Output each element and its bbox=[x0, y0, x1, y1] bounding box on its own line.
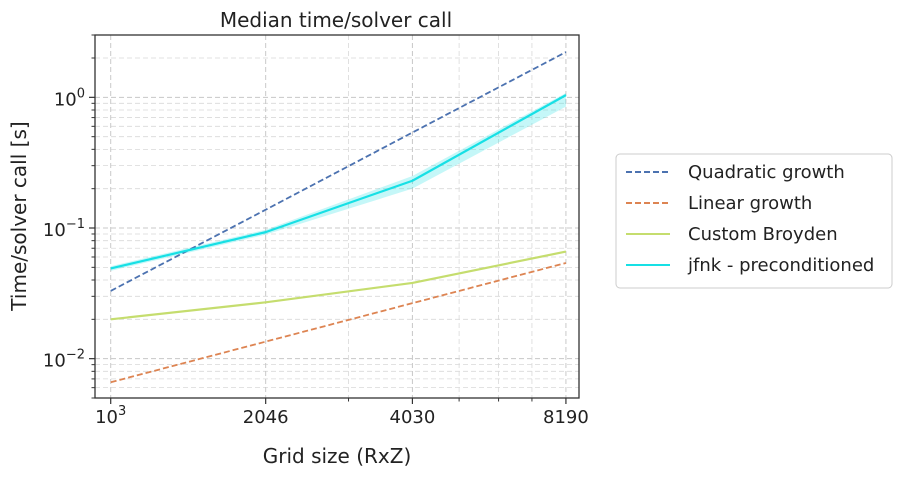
y-tick-label: 10−1 bbox=[43, 217, 85, 241]
series-lines bbox=[110, 51, 567, 384]
series-band bbox=[110, 92, 566, 271]
series-line bbox=[110, 94, 567, 270]
grid bbox=[95, 34, 579, 399]
series-line bbox=[110, 250, 567, 321]
x-axis-ticks: 103 2046 4030 8190 bbox=[95, 398, 589, 428]
x-tick-label: 2046 bbox=[243, 407, 289, 428]
confidence-bands bbox=[110, 92, 566, 271]
y-tick-label: 100 bbox=[54, 86, 85, 110]
y-tick-label: 10−2 bbox=[43, 348, 85, 372]
x-tick-label: 103 bbox=[95, 404, 126, 428]
legend-label: jfnk - preconditioned bbox=[687, 255, 874, 276]
y-axis-ticks: 10−2 10−1 100 bbox=[43, 34, 95, 399]
legend-label: Linear growth bbox=[688, 193, 812, 214]
legend-label: Custom Broyden bbox=[688, 224, 838, 245]
legend: Quadratic growth Linear growth Custom Broy… bbox=[615, 153, 893, 289]
y-axis-label: Time/solver call [s] bbox=[7, 121, 31, 311]
legend-label: Quadratic growth bbox=[688, 162, 845, 183]
legend-box bbox=[615, 153, 893, 289]
x-axis-label: Grid size (RxZ) bbox=[263, 444, 412, 468]
series-line bbox=[110, 262, 567, 384]
x-tick-label: 8190 bbox=[543, 407, 589, 428]
plot-frame bbox=[94, 34, 580, 399]
x-tick-label: 4030 bbox=[390, 407, 436, 428]
chart-title: Median time/solver call bbox=[220, 8, 452, 32]
series-line bbox=[110, 51, 567, 292]
